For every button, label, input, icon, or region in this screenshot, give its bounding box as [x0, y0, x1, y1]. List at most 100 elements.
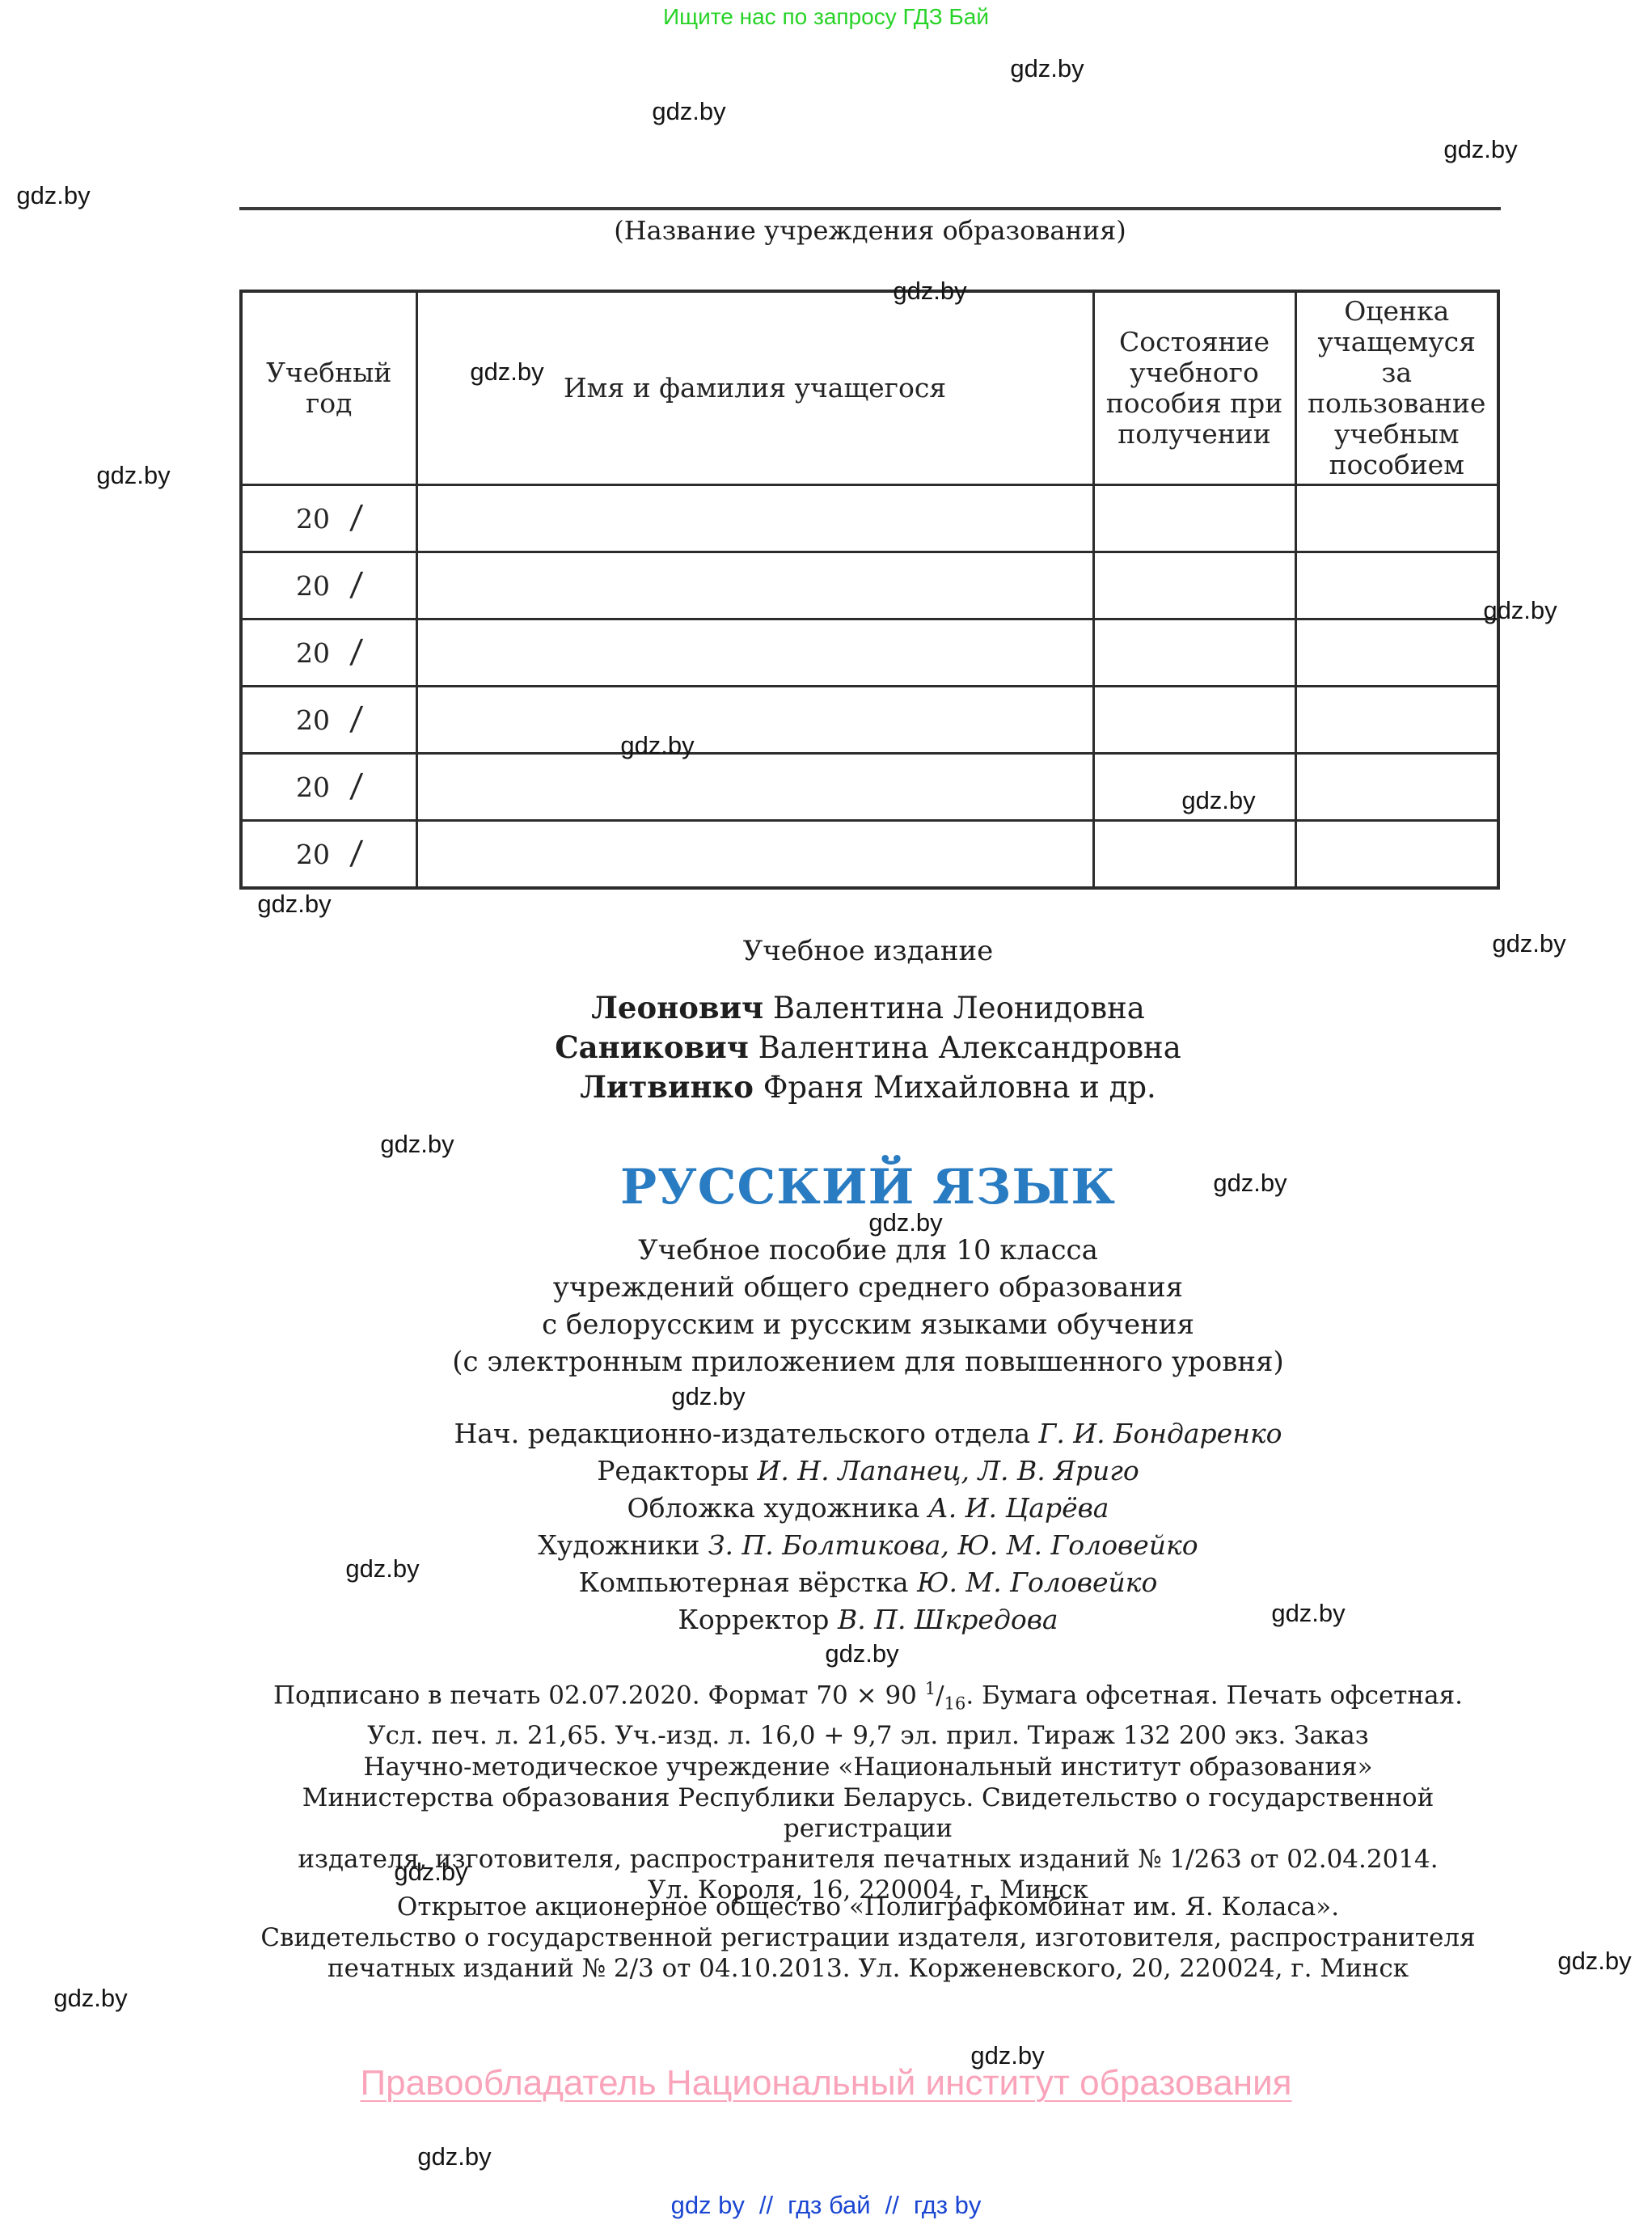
staff-name: В. П. Шкредова — [837, 1604, 1058, 1635]
student-name-cell — [415, 484, 1095, 553]
staff-role: Художники — [538, 1529, 708, 1561]
publisher-line: Министерства образования Республики Бела… — [302, 1783, 1434, 1843]
gdz-watermark: gdz.by — [394, 1858, 468, 1886]
gdz-watermark: gdz.by — [1181, 786, 1256, 814]
gdz-watermark: gdz.by — [96, 461, 171, 489]
author-given-names: Франя Михайловна и др. — [753, 1070, 1156, 1105]
print-details-block: Подписано в печать 02.07.2020. Формат 70… — [239, 1673, 1497, 1752]
col-header-student-name: Имя и фамилия учащегося — [415, 290, 1095, 486]
year-slash: / — [349, 499, 364, 536]
student-name-cell — [415, 618, 1095, 687]
usage-row: 20 / — [239, 752, 1500, 822]
footer-link-gdz-bai[interactable]: гдз бай — [788, 2191, 871, 2219]
staff-line: Обложка художника А. И. Царёва — [239, 1490, 1497, 1527]
gdz-watermark: gdz.by — [970, 2041, 1045, 2070]
footer-link-separator: // — [885, 2191, 899, 2219]
book-title: РУССКИЙ ЯЗЫК — [619, 1159, 1117, 1216]
author-line: Саникович Валентина Александровна — [239, 1028, 1497, 1068]
institution-caption: (Название учреждения образования) — [614, 215, 1126, 246]
footer-link-separator: // — [758, 2191, 774, 2219]
student-name-cell — [415, 752, 1095, 822]
footer-link-gdz-by[interactable]: gdz by — [670, 2191, 745, 2219]
col-header-condition: Состояние учебного пособия при получении — [1092, 290, 1297, 486]
staff-line: Редакторы И. Н. Лапанец, Л. В. Яриго — [239, 1452, 1497, 1490]
promo-banner: Ищите нас по запросу ГДЗ Бай — [662, 4, 990, 29]
staff-role: Компьютерная вёрстка — [578, 1567, 918, 1598]
subtitle-line: Учебное пособие для 10 класса — [638, 1234, 1098, 1266]
year-prefix: 20 — [296, 637, 330, 669]
textbook-usage-table: Учебный год Имя и фамилия учащегося Сост… — [239, 290, 1500, 890]
author-surname: Саникович — [555, 1030, 749, 1065]
year-prefix: 20 — [296, 839, 330, 870]
staff-role: Обложка художника — [627, 1492, 928, 1524]
grade-cell — [1294, 819, 1500, 890]
gdz-watermark: gdz.by — [1271, 1599, 1346, 1627]
condition-cell — [1092, 484, 1297, 553]
gdz-watermark: gdz.by — [1483, 596, 1557, 624]
staff-line: Компьютерная вёрстка Ю. М. Головейко — [239, 1564, 1497, 1601]
gdz-watermark: gdz.by — [1213, 1169, 1287, 1197]
condition-cell — [1092, 618, 1297, 687]
subtitle-line: с белорусским и русским языками обучения — [542, 1309, 1194, 1341]
gdz-watermark: gdz.by — [652, 97, 726, 125]
year-cell: 20 / — [239, 551, 418, 620]
condition-cell — [1092, 551, 1297, 620]
grade-cell — [1294, 484, 1500, 553]
author-line: Леонович Валентина Леонидовна — [239, 988, 1497, 1028]
year-slash: / — [349, 835, 364, 872]
copyright-holder-link[interactable]: Правообладатель Национальный институт об… — [360, 2063, 1292, 2103]
subtitle-line: (с электронным приложением для повышенно… — [452, 1346, 1284, 1378]
gdz-watermark: gdz.by — [1443, 135, 1518, 163]
gdz-watermark: gdz.by — [257, 890, 332, 918]
grade-cell — [1294, 551, 1500, 620]
print-details-line1: Подписано в печать 02.07.2020. Формат 70… — [239, 1673, 1497, 1720]
year-cell: 20 / — [239, 685, 418, 755]
year-slash: / — [349, 633, 364, 670]
staff-role: Нач. редакционно-издательского отдела — [454, 1418, 1039, 1449]
year-cell: 20 / — [239, 484, 418, 553]
usage-row: 20 / — [239, 685, 1500, 755]
gdz-watermark: gdz.by — [620, 731, 695, 759]
gdz-watermark: gdz.by — [868, 1208, 943, 1237]
gdz-watermark: gdz.by — [671, 1382, 746, 1410]
usage-row: 20 / — [239, 819, 1500, 890]
year-prefix: 20 — [296, 772, 330, 803]
staff-role: Редакторы — [597, 1455, 758, 1486]
format-slash: / — [936, 1681, 944, 1710]
gdz-watermark: gdz.by — [470, 357, 544, 386]
printer-line: Открытое акционерное общество «Полиграфк… — [396, 1892, 1340, 1922]
staff-line: Корректор В. П. Шкредова — [239, 1601, 1497, 1638]
year-cell: 20 / — [239, 752, 418, 822]
gdz-watermark: gdz.by — [1010, 54, 1084, 82]
publisher-line: издателя, изготовителя, распространителя… — [298, 1845, 1439, 1874]
usage-row: 20 / — [239, 484, 1500, 553]
edition-type-label: Учебное издание — [742, 935, 994, 967]
student-name-cell — [415, 551, 1095, 620]
staff-name: Ю. М. Головейко — [917, 1567, 1158, 1598]
institution-name-blank-line — [239, 207, 1501, 210]
printer-line: печатных изданий № 2/3 от 04.10.2013. Ул… — [327, 1954, 1409, 1983]
author-surname: Литвинко — [580, 1069, 754, 1105]
grade-cell — [1294, 752, 1500, 822]
usage-row: 20 / — [239, 551, 1500, 620]
author-surname: Леонович — [591, 990, 764, 1025]
publisher-line: Ул. Короля, 16, 220004, г. Минск — [648, 1875, 1088, 1905]
staff-line: Художники З. П. Болтикова, Ю. М. Головей… — [239, 1527, 1497, 1564]
footer-link-gdz-by-cyrillic[interactable]: гдз by — [913, 2191, 982, 2219]
student-name-cell — [415, 819, 1095, 890]
gdz-watermark: gdz.by — [53, 1984, 128, 2012]
grade-cell — [1294, 685, 1500, 755]
year-slash: / — [349, 700, 364, 738]
condition-cell — [1092, 752, 1297, 822]
staff-role: Корректор — [678, 1604, 838, 1635]
footer-links-row: gdz by // гдз бай // гдз by — [0, 2190, 1652, 2221]
book-subtitle-block: Учебное пособие для 10 класса учреждений… — [239, 1232, 1497, 1380]
authors-block: Леонович Валентина Леонидовна Саникович … — [239, 988, 1497, 1107]
print-format-text: Подписано в печать 02.07.2020. Формат 70… — [273, 1681, 925, 1710]
usage-row: 20 / — [239, 618, 1500, 687]
year-prefix: 20 — [296, 503, 330, 535]
year-slash: / — [349, 566, 364, 603]
grade-cell — [1294, 618, 1500, 687]
staff-line: Нач. редакционно-издательского отдела Г.… — [239, 1415, 1497, 1452]
